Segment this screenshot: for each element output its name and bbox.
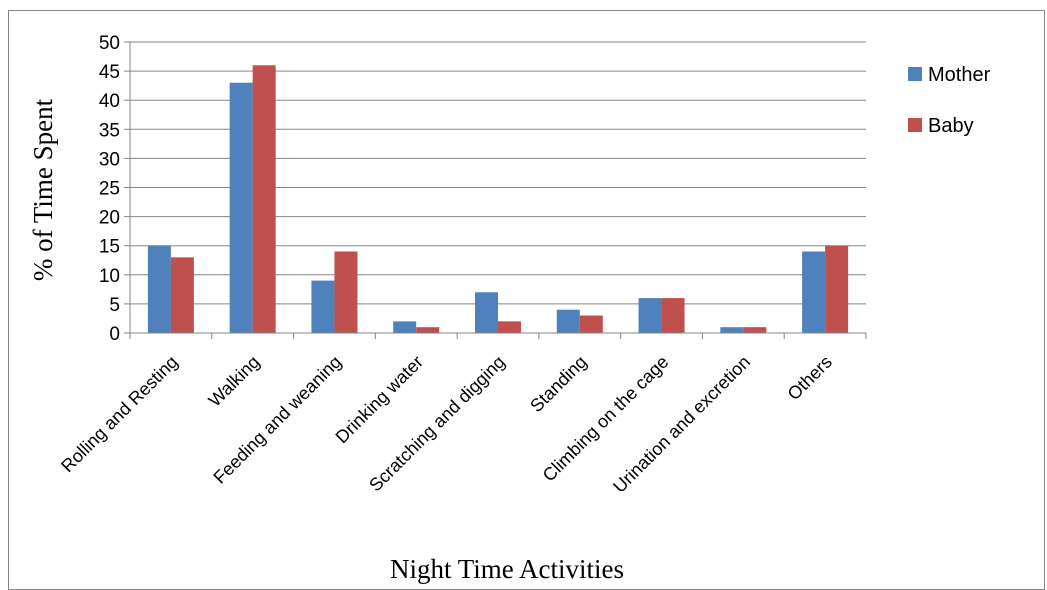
bars [147, 65, 849, 334]
x-category-label: Scratching and digging [365, 352, 509, 496]
legend-swatch-mother [908, 67, 922, 81]
y-tick-label: 5 [109, 295, 120, 316]
bar-baby [334, 251, 358, 333]
bar-baby [416, 327, 440, 333]
bar-mother [638, 298, 662, 333]
bar-baby [252, 65, 276, 333]
bar-mother [802, 251, 826, 333]
bar-mother [311, 280, 335, 333]
y-tick-label: 45 [99, 62, 120, 83]
x-category-label: Rolling and Resting [57, 352, 182, 477]
bar-baby [743, 327, 767, 333]
bar-mother [147, 245, 171, 333]
bar-baby [579, 315, 603, 333]
y-tick-label: 20 [99, 208, 120, 229]
bar-baby [170, 257, 194, 333]
bar-mother [393, 321, 417, 333]
x-category-label: Urination and excretion [609, 352, 754, 497]
bar-baby [825, 245, 849, 333]
y-tick-label: 50 [99, 33, 120, 54]
x-axis-title: Night Time Activities [390, 554, 624, 584]
x-category-label: Walking [205, 352, 264, 411]
legend: Mother Baby [908, 64, 991, 137]
y-tick-label: 40 [99, 91, 120, 112]
y-tick-label: 25 [99, 179, 120, 200]
y-tick-label: 35 [99, 120, 120, 141]
bar-mother [556, 309, 580, 333]
legend-label-mother: Mother [928, 64, 991, 86]
bar-mother [720, 327, 744, 333]
legend-swatch-baby [908, 118, 922, 132]
legend-label-baby: Baby [928, 115, 974, 137]
y-axis-title: % of Time Spent [28, 98, 58, 281]
axes [124, 41, 867, 339]
bar-baby [661, 298, 685, 333]
y-tick-label: 10 [99, 266, 120, 287]
bar-mother [475, 292, 498, 333]
y-tick-label: 15 [99, 237, 120, 258]
y-tick-label: 0 [109, 324, 120, 345]
bar-mother [229, 82, 253, 334]
x-category-label: Standing [526, 352, 590, 416]
x-category-label: Others [784, 352, 836, 404]
y-tick-label: 30 [99, 149, 120, 170]
y-tick-labels: 0 5 10 15 20 25 30 35 40 45 50 [99, 33, 120, 345]
bar-baby [498, 321, 521, 333]
